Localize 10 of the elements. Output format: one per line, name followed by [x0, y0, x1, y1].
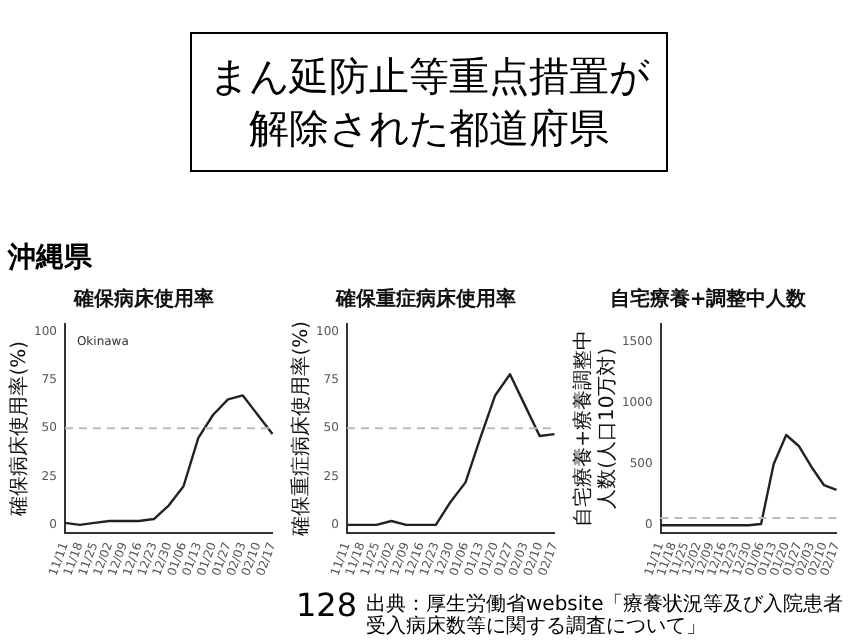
chart-title: 確保重症病床使用率 — [334, 287, 516, 312]
text: 沖縄県 — [8, 240, 92, 276]
text: 128 — [296, 586, 358, 624]
text: まん延防止等重点措置が解除された都道府県 — [207, 50, 651, 154]
y-axis-title: 確保病床使用率(%) — [7, 340, 32, 518]
source-note: 出典：厚生労働省website「療養状況等及び入院患者受入病床数等に関する調査について」 — [366, 594, 846, 638]
y-axis-title: 自宅療養+療養調整中人数(人口10万対) — [571, 329, 620, 527]
chart-title: 確保病床使用率 — [72, 287, 214, 312]
y-axis-title: 確保重症病床使用率(%) — [289, 320, 314, 538]
chart-title: 自宅療養+調整中人数 — [609, 287, 809, 312]
